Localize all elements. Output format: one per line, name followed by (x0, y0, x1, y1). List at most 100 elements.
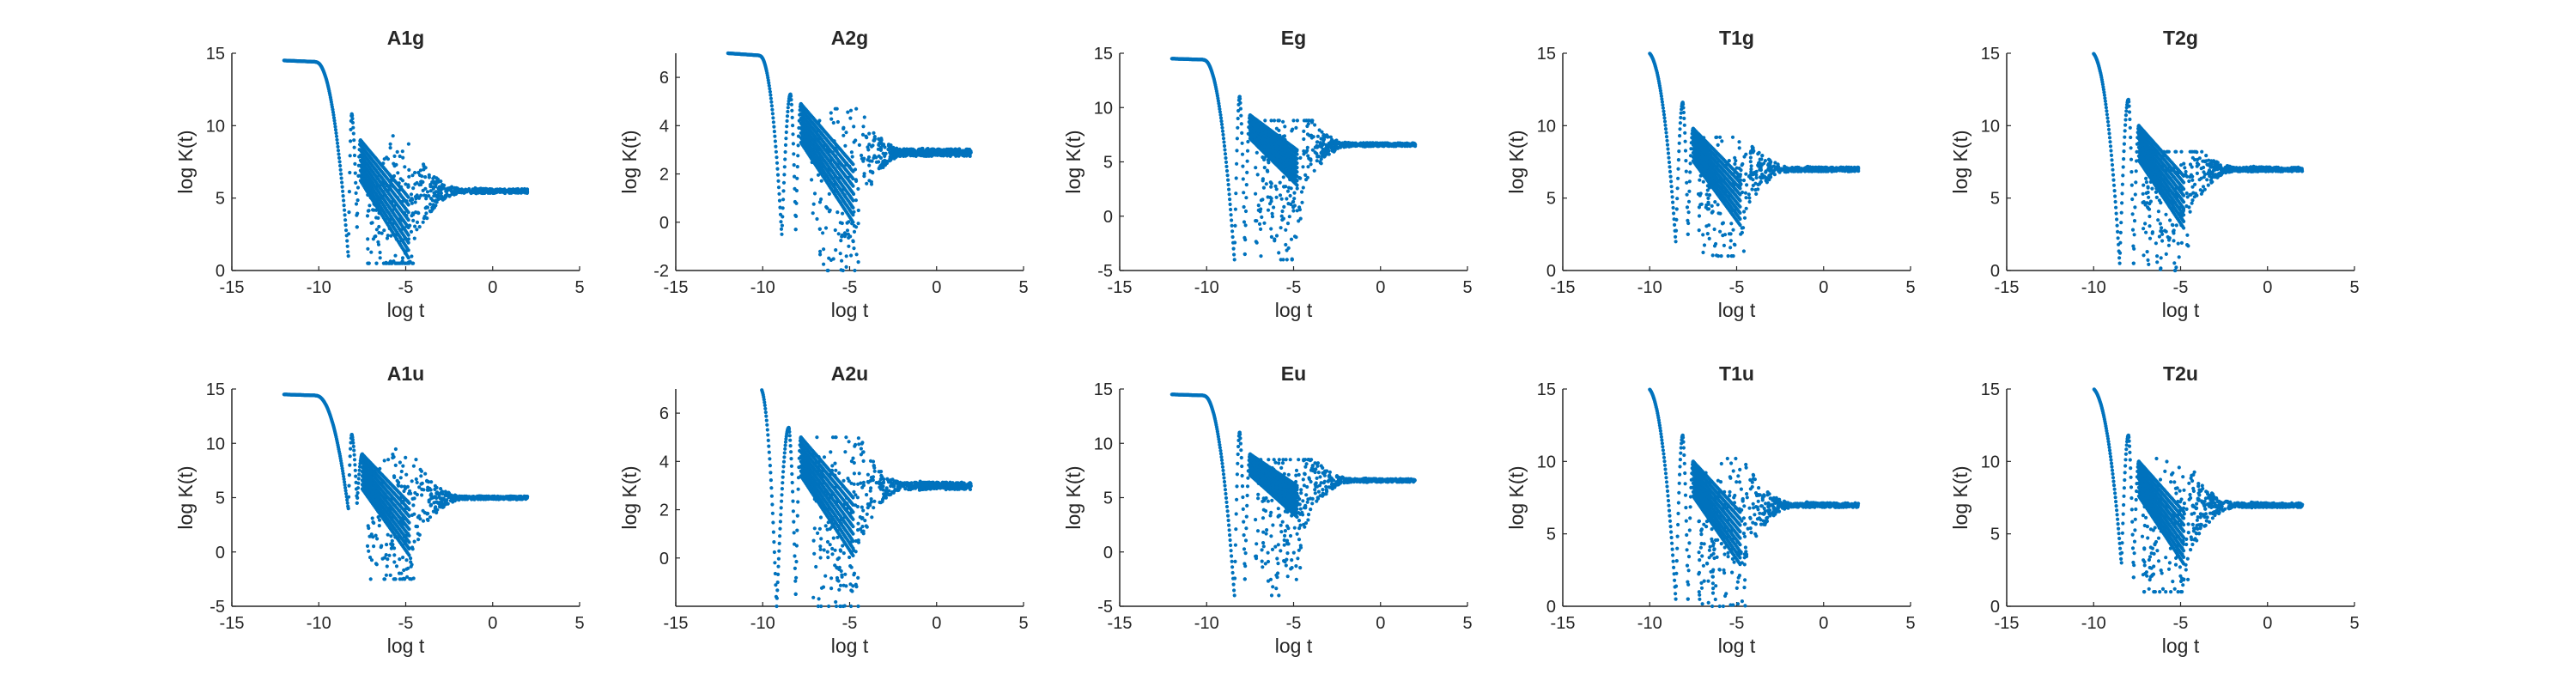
data-point (417, 225, 422, 229)
data-point (1674, 217, 1679, 222)
data-point (831, 189, 835, 194)
data-point (352, 145, 356, 149)
data-point (1685, 205, 1690, 210)
data-point (338, 167, 343, 172)
data-point (1662, 116, 1667, 120)
data-point (1292, 191, 1297, 195)
data-point (829, 117, 834, 121)
data-point (431, 186, 435, 191)
data-point (385, 236, 390, 240)
data-point (825, 147, 829, 151)
data-point (1230, 229, 1235, 234)
x-tick-label: -15 (664, 278, 689, 297)
x-axis-label: log t (1718, 299, 1756, 321)
data-point (1298, 155, 1303, 160)
data-point (1727, 159, 1731, 163)
subplot-title: A1g (387, 27, 424, 49)
data-point (841, 211, 845, 216)
data-point (392, 204, 397, 209)
data-point (1274, 187, 1279, 192)
data-point (424, 197, 428, 201)
data-point (872, 155, 876, 160)
data-point (1733, 155, 1737, 160)
data-point (1675, 186, 1680, 191)
data-point (379, 208, 383, 212)
data-point (1310, 148, 1315, 152)
data-point (786, 106, 790, 110)
data-point (1721, 234, 1725, 238)
data-point (874, 160, 879, 164)
data-point (819, 179, 823, 183)
data-point (395, 196, 400, 200)
data-point (822, 175, 827, 179)
data-point (773, 139, 778, 143)
data-point (344, 228, 349, 233)
data-point (393, 253, 398, 258)
data-point (392, 161, 396, 166)
data-point (1697, 205, 1701, 210)
data-point (826, 150, 830, 155)
data-point (1226, 178, 1230, 182)
data-point (1284, 242, 1288, 247)
data-point (1718, 135, 1722, 139)
data-point (857, 143, 862, 147)
data-point (386, 222, 390, 226)
data-point (1714, 135, 1718, 140)
data-point (1744, 172, 1748, 176)
data-point (1315, 151, 1319, 156)
data-point (1668, 165, 1672, 169)
data-point (845, 228, 850, 233)
scatter-series (726, 51, 973, 273)
data-point (1301, 185, 1305, 190)
data-point (1670, 190, 1674, 194)
data-point (1738, 222, 1742, 228)
data-point (1264, 182, 1268, 186)
data-point (339, 172, 343, 176)
data-point (423, 175, 428, 179)
data-point (772, 130, 777, 134)
data-point (1413, 143, 1417, 147)
data-point (1269, 137, 1273, 142)
data-point (336, 149, 341, 153)
data-point (340, 180, 344, 185)
data-point (1302, 137, 1306, 142)
data-point (1352, 141, 1357, 145)
data-point (867, 131, 872, 136)
data-point (1747, 192, 1751, 197)
data-point (1712, 227, 1716, 232)
data-point (350, 113, 355, 118)
data-point (447, 194, 452, 198)
data-point (399, 228, 404, 232)
data-point (816, 173, 821, 177)
data-point (1661, 106, 1665, 110)
data-point (1662, 109, 1666, 113)
data-point (789, 102, 794, 106)
data-point (848, 108, 854, 112)
data-point (881, 143, 886, 148)
data-point (1256, 208, 1261, 212)
data-point (781, 198, 786, 202)
data-point (331, 112, 336, 117)
data-point (1255, 173, 1260, 177)
data-point (844, 254, 848, 258)
data-point (400, 259, 404, 264)
x-tick-label: -10 (750, 278, 775, 297)
data-point (883, 154, 887, 158)
data-point (354, 202, 359, 206)
data-point (409, 229, 414, 234)
data-point (785, 119, 789, 123)
data-point (1269, 119, 1273, 123)
data-point (818, 252, 823, 257)
data-point (389, 174, 393, 179)
data-point (1289, 237, 1294, 241)
x-tick-label: -5 (1286, 278, 1302, 297)
data-point (1255, 124, 1260, 128)
data-point (394, 237, 398, 241)
data-point (796, 143, 800, 148)
data-point (1754, 169, 1759, 173)
data-point (401, 155, 405, 160)
data-point (878, 139, 883, 143)
data-point (1707, 185, 1712, 190)
data-point (1735, 183, 1740, 187)
